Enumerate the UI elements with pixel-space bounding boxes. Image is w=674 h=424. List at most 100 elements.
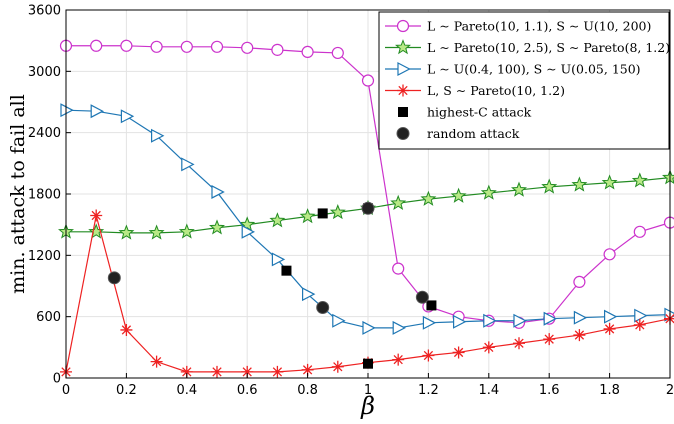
series-4-point xyxy=(331,360,344,373)
series-1-point xyxy=(150,40,163,53)
plot-area xyxy=(58,39,674,378)
legend-label: L, S ∼ Pareto(10, 1.2) xyxy=(427,83,565,98)
series-1-point xyxy=(90,39,103,52)
series-1-point xyxy=(361,74,375,87)
series-3-point xyxy=(90,104,104,119)
series-4 xyxy=(60,209,674,378)
series-2-point xyxy=(541,178,558,194)
series-3-point xyxy=(603,309,618,324)
series-3-point xyxy=(392,320,406,335)
x-tick-label: 0.2 xyxy=(116,383,137,398)
legend-label: highest-C attack xyxy=(427,105,532,120)
series-1-point xyxy=(331,46,344,60)
x-tick-label: 1 xyxy=(364,383,372,398)
y-axis-label: min. attack to fail all xyxy=(7,94,29,294)
series-2-point xyxy=(148,224,165,240)
series-4-point xyxy=(150,355,163,368)
series-1-point xyxy=(241,41,254,54)
series-4-point xyxy=(543,333,556,346)
series-3-point xyxy=(543,311,557,326)
series-2-point xyxy=(420,190,437,206)
legend-label: L ∼ Pareto(10, 2.5), S ∼ Pareto(8, 1.2) xyxy=(427,40,670,55)
series-2-point xyxy=(118,224,135,240)
series-3-point xyxy=(241,224,255,239)
series-3-point xyxy=(332,313,346,328)
series-3-point xyxy=(634,308,648,323)
y-tick-label: 0 xyxy=(53,372,61,387)
x-tick-label: 2 xyxy=(666,383,674,398)
legend-marker xyxy=(397,62,411,76)
series-3-point xyxy=(302,287,316,302)
series-1 xyxy=(59,39,674,329)
legend-item: L, S ∼ Pareto(10, 1.2) xyxy=(385,83,565,98)
random-attack-point xyxy=(415,290,429,304)
series-4-point xyxy=(603,322,616,335)
legend-marker xyxy=(396,19,410,33)
marker-set-2 xyxy=(107,201,429,314)
series-3-point xyxy=(271,252,286,267)
series-1-point xyxy=(603,248,616,261)
series-1-point xyxy=(120,39,133,52)
legend-item: L ∼ Pareto(10, 2.5), S ∼ Pareto(8, 1.2) xyxy=(385,39,670,55)
x-tick-label: 0.4 xyxy=(176,383,197,398)
series-4-point xyxy=(271,365,284,378)
series-4-point xyxy=(241,365,254,378)
series-2-point xyxy=(631,172,648,188)
series-3-point xyxy=(422,315,437,330)
series-1-point xyxy=(633,225,646,238)
legend-item: highest-C attack xyxy=(398,105,532,120)
x-tick-label: 0 xyxy=(62,383,70,398)
series-3-point xyxy=(483,313,497,328)
x-tick-label: 1.4 xyxy=(478,383,499,398)
random-attack-point xyxy=(107,271,121,285)
series-2-point xyxy=(299,208,316,224)
series-4-point xyxy=(392,353,405,366)
series-3-point xyxy=(513,313,527,328)
y-tick-label: 1800 xyxy=(28,188,61,203)
series-2-point xyxy=(450,187,467,203)
highest-c-attack-point xyxy=(426,300,437,311)
legend-item: L ∼ U(0.4, 100), S ∼ U(0.05, 150) xyxy=(385,62,641,77)
series-1-point xyxy=(573,275,586,289)
x-tick-label: 0.8 xyxy=(297,383,318,398)
series-3-point xyxy=(151,128,165,143)
legend-marker xyxy=(397,84,409,97)
series-2-point xyxy=(571,176,588,192)
series-4-point xyxy=(90,209,103,222)
series-2-point xyxy=(269,212,286,228)
series-3-point xyxy=(60,103,74,118)
legend-marker xyxy=(396,127,410,140)
random-attack-point xyxy=(316,300,330,314)
series-4-point xyxy=(452,346,465,359)
series-4-point xyxy=(482,341,495,354)
series-2-point xyxy=(601,174,618,190)
series-4-point xyxy=(422,349,435,362)
y-tick-label: 2400 xyxy=(28,126,61,141)
series-4-point xyxy=(211,365,223,378)
legend-item: random attack xyxy=(396,126,520,141)
series-4-point xyxy=(573,329,586,342)
x-tick-label: 1.2 xyxy=(418,383,439,398)
series-2-point xyxy=(178,223,195,239)
series-3-point xyxy=(362,320,376,335)
ticks: 0 0.2 0.4 0.6 0.8 1 1.2 1.4 1.6 1.8 2 0 600 1200 1800 2… xyxy=(28,4,674,399)
series-1-point xyxy=(180,40,193,53)
series-1-point xyxy=(301,45,314,59)
highest-c-attack-point xyxy=(281,265,292,276)
series-1-point xyxy=(392,262,405,275)
series-2-point xyxy=(239,216,256,232)
highest-c-attack-point xyxy=(363,358,373,369)
y-tick-label: 600 xyxy=(36,310,61,325)
legend-label: random attack xyxy=(427,126,520,141)
series-1-point xyxy=(210,40,224,53)
series-2-point xyxy=(209,219,225,235)
series-3 xyxy=(60,103,674,335)
series-2-point xyxy=(329,204,346,220)
series-1-point xyxy=(663,216,674,229)
series-4-point xyxy=(120,323,133,336)
x-tick-label: 1.8 xyxy=(599,383,620,398)
series-1-point xyxy=(271,43,284,56)
series-4-point xyxy=(513,337,525,350)
series-3-point xyxy=(181,157,195,172)
